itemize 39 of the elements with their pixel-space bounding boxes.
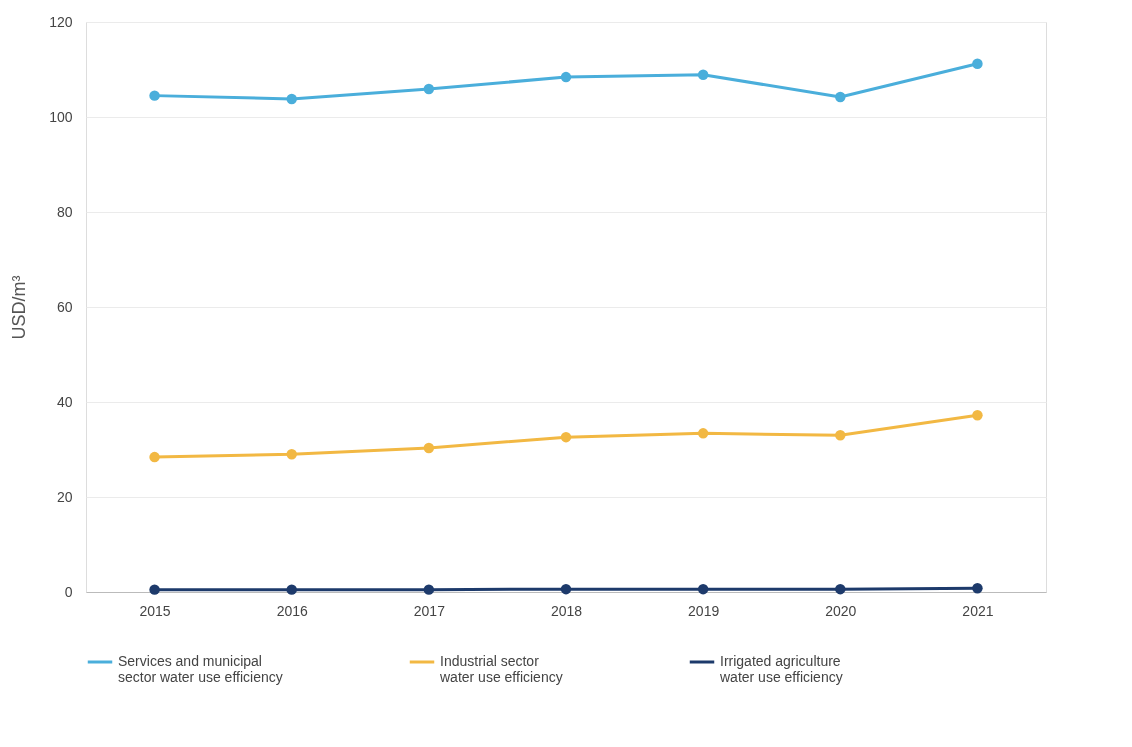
y-axis-title: USD/m³ xyxy=(9,275,30,340)
point xyxy=(697,428,709,439)
point xyxy=(972,582,983,594)
point xyxy=(560,71,572,83)
y-tick-label: 120 xyxy=(49,13,73,30)
y-tick-label: 100 xyxy=(49,108,73,125)
legend-label: Irrigated agriculture water use efficiency xyxy=(719,653,843,685)
y-tick-label: 60 xyxy=(56,298,73,315)
point xyxy=(835,91,846,103)
point xyxy=(286,93,297,105)
point xyxy=(423,83,435,95)
x-tick-label: 2021 xyxy=(962,602,994,619)
point xyxy=(286,584,297,595)
point xyxy=(149,90,160,101)
legend-label: Services and municipal sector water use efficiency xyxy=(118,653,283,685)
point xyxy=(423,442,435,454)
point xyxy=(560,583,572,595)
point xyxy=(423,584,435,595)
x-tick-label: 2018 xyxy=(550,602,583,619)
point xyxy=(286,449,297,460)
y-tick-label: 0 xyxy=(64,583,73,600)
point xyxy=(149,584,160,595)
y-tick-label: 20 xyxy=(56,488,73,505)
point xyxy=(972,410,983,421)
point xyxy=(560,431,572,443)
x-tick-label: 2020 xyxy=(825,602,857,619)
point xyxy=(835,583,846,595)
point xyxy=(972,58,983,70)
x-tick-label: 2019 xyxy=(688,602,720,619)
point xyxy=(835,430,846,441)
y-tick-label: 80 xyxy=(56,203,73,220)
y-tick-label: 40 xyxy=(56,393,73,410)
point xyxy=(697,69,709,80)
point xyxy=(697,583,709,595)
x-tick-label: 2017 xyxy=(413,602,446,619)
x-tick-label: 2015 xyxy=(139,602,171,619)
x-tick-label: 2016 xyxy=(276,602,308,619)
point xyxy=(149,451,160,463)
legend-label: Industrial sector water use efficiency xyxy=(439,653,563,685)
